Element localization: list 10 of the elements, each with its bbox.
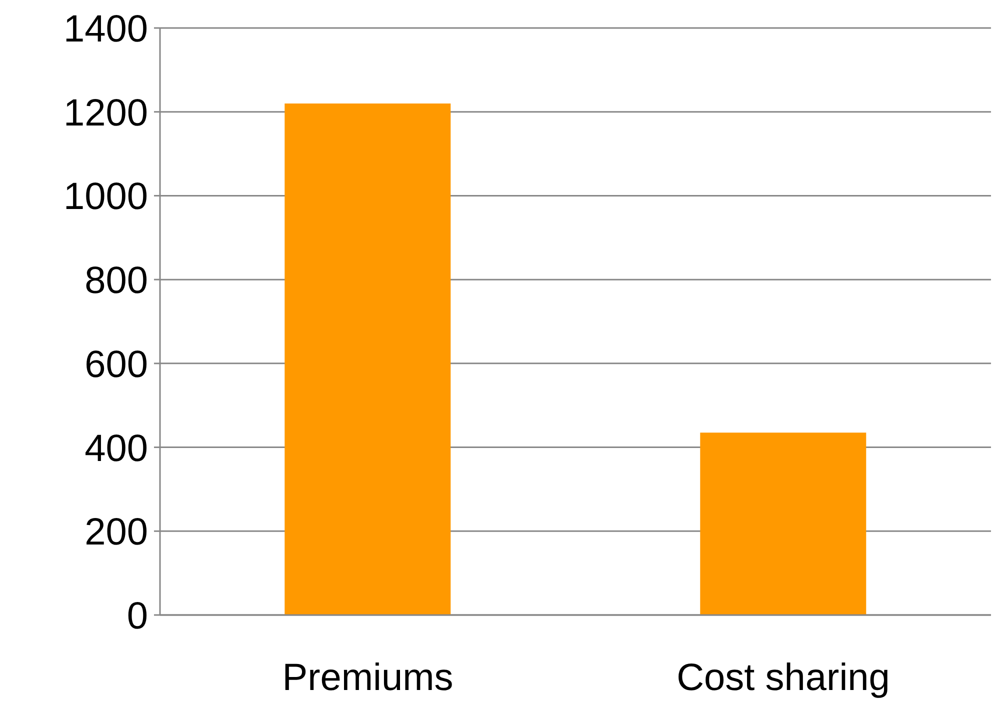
y-tick-label: 0: [126, 595, 148, 638]
y-tick-label: 1400: [63, 8, 148, 50]
y-tick-label: 600: [84, 344, 148, 386]
y-tick-label: 1000: [63, 176, 148, 218]
y-tick-label: 400: [84, 428, 148, 470]
x-tick-label: Cost sharing: [676, 656, 890, 699]
y-tick-label: 1200: [63, 92, 148, 134]
y-tick-label: 200: [84, 512, 148, 554]
y-tick-label: 800: [84, 260, 148, 302]
x-tick-label: Premiums: [282, 656, 454, 699]
